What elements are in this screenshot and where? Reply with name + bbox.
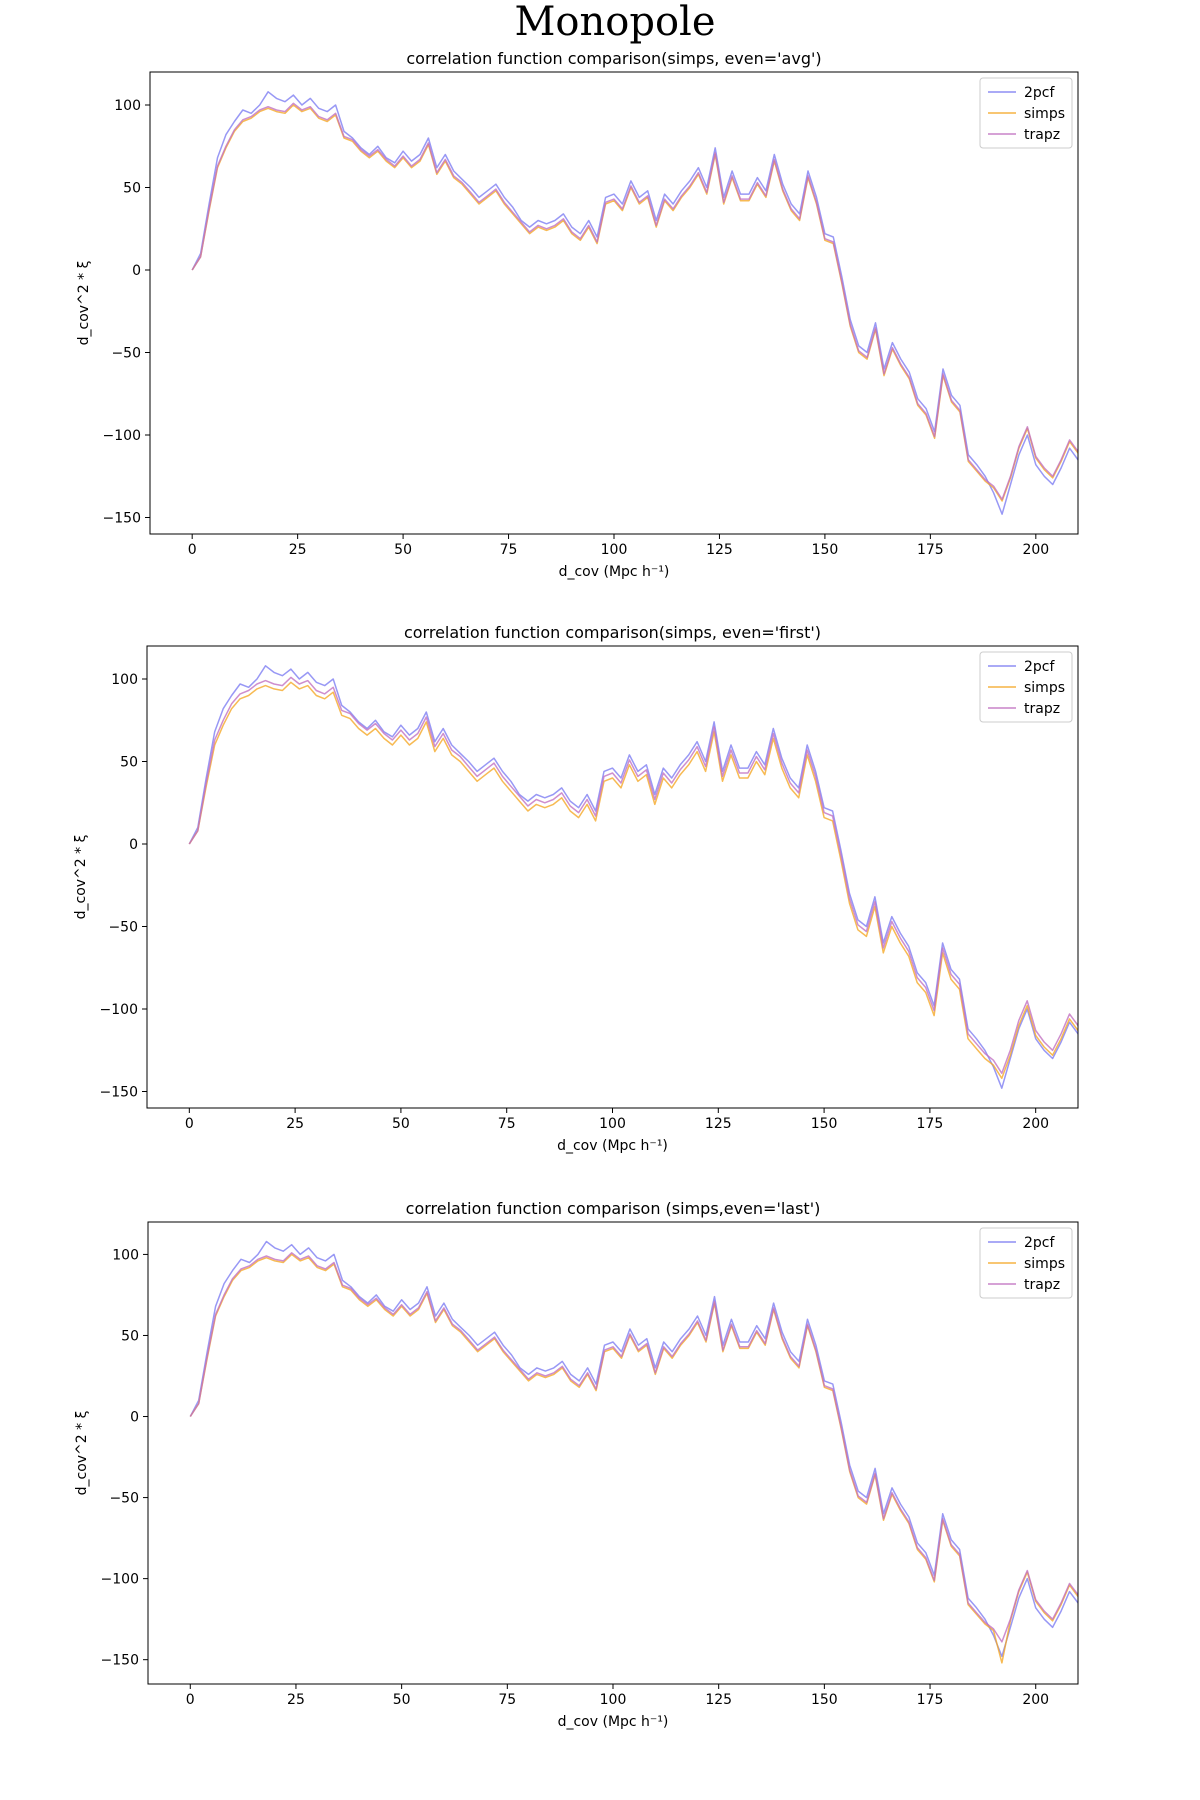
- x-tick-label: 175: [917, 542, 944, 558]
- series-line-2pcf: [188, 665, 1078, 1089]
- legend-label-simps: simps: [1024, 680, 1065, 696]
- x-tick-label: 25: [286, 1116, 304, 1132]
- chart-title: correlation function comparison(simps, e…: [406, 49, 821, 68]
- figure-title: Monopole: [514, 0, 715, 45]
- y-tick-label: 50: [123, 181, 141, 197]
- legend: 2pcf simps trapz: [979, 77, 1073, 149]
- legend-label-2pcf: 2pcf: [1024, 85, 1055, 101]
- x-tick-label: 125: [706, 542, 733, 558]
- x-tick-label: 50: [394, 542, 412, 558]
- y-tick-label: 0: [130, 1410, 139, 1426]
- x-tick-label: 25: [287, 1692, 305, 1708]
- series-line-2pcf: [191, 91, 1078, 515]
- chart-panel-3: correlation function comparison (simps,e…: [74, 1199, 1079, 1730]
- legend-label-2pcf: 2pcf: [1024, 1235, 1055, 1251]
- y-tick-label: 0: [132, 263, 141, 279]
- x-tick-label: 75: [498, 1116, 516, 1132]
- legend-box: [979, 77, 1073, 149]
- x-tick-label: 50: [393, 1692, 411, 1708]
- y-tick-label: 0: [129, 837, 138, 853]
- y-tick-label: 50: [120, 755, 138, 771]
- x-tick-label: 200: [1022, 542, 1049, 558]
- x-tick-label: 25: [289, 542, 307, 558]
- y-tick-label: −50: [109, 1491, 139, 1507]
- y-axis-label: d_cov^2 * ξ: [73, 835, 89, 920]
- x-tick-label: 100: [601, 542, 628, 558]
- series-group: [191, 91, 1078, 515]
- y-tick-label: 50: [121, 1328, 139, 1344]
- x-tick-label: 125: [705, 1692, 732, 1708]
- x-tick-label: 0: [185, 1116, 194, 1132]
- x-tick-label: 150: [812, 542, 839, 558]
- y-axis-label: d_cov^2 * ξ: [74, 1411, 90, 1496]
- y-tick-label: −100: [101, 1572, 139, 1588]
- x-tick-label: 100: [599, 1116, 626, 1132]
- series-line-simps: [188, 681, 1078, 1080]
- legend-box: [979, 1227, 1073, 1299]
- x-tick-label: 150: [811, 1692, 838, 1708]
- x-tick-label: 50: [392, 1116, 410, 1132]
- series-group: [189, 1240, 1078, 1664]
- y-tick-label: −150: [103, 511, 141, 527]
- legend: 2pcf simps trapz: [979, 651, 1073, 723]
- y-tick-label: 100: [112, 1247, 139, 1263]
- x-tick-label: 75: [500, 542, 518, 558]
- x-tick-label: 100: [600, 1692, 627, 1708]
- y-tick-label: −150: [101, 1653, 139, 1669]
- chart-title: correlation function comparison (simps,e…: [406, 1199, 821, 1218]
- x-tick-label: 0: [188, 542, 197, 558]
- series-group: [188, 665, 1078, 1089]
- x-tick-label: 200: [1022, 1116, 1049, 1132]
- x-tick-label: 175: [917, 1692, 944, 1708]
- x-axis-label: d_cov (Mpc h⁻¹): [558, 1714, 669, 1730]
- legend-label-simps: simps: [1024, 106, 1065, 122]
- panels: correlation function comparison(simps, e…: [73, 49, 1079, 1730]
- legend-label-trapz: trapz: [1024, 127, 1060, 143]
- y-tick-label: −50: [108, 920, 138, 936]
- x-tick-label: 0: [186, 1692, 195, 1708]
- chart-title: correlation function comparison(simps, e…: [404, 623, 821, 642]
- x-tick-label: 200: [1022, 1692, 1049, 1708]
- y-tick-label: −150: [100, 1085, 138, 1101]
- legend-label-trapz: trapz: [1024, 701, 1060, 717]
- chart-panel-1: correlation function comparison(simps, e…: [76, 49, 1079, 580]
- x-axis-label: d_cov (Mpc h⁻¹): [557, 1138, 668, 1154]
- y-tick-label: 100: [114, 98, 141, 114]
- x-tick-label: 175: [917, 1116, 944, 1132]
- x-tick-label: 125: [705, 1116, 732, 1132]
- y-axis-label: d_cov^2 * ξ: [76, 261, 92, 346]
- x-axis-label: d_cov (Mpc h⁻¹): [559, 564, 670, 580]
- legend-box: [979, 651, 1073, 723]
- chart-panel-2: correlation function comparison(simps, e…: [73, 623, 1079, 1154]
- x-tick-label: 150: [811, 1116, 838, 1132]
- series-line-trapz: [188, 676, 1078, 1075]
- legend: 2pcf simps trapz: [979, 1227, 1073, 1299]
- series-line-trapz: [191, 102, 1078, 501]
- x-tick-label: 75: [498, 1692, 516, 1708]
- legend-label-simps: simps: [1024, 1256, 1065, 1272]
- legend-label-2pcf: 2pcf: [1024, 659, 1055, 675]
- y-tick-label: −50: [111, 346, 141, 362]
- legend-label-trapz: trapz: [1024, 1277, 1060, 1293]
- y-tick-label: −100: [103, 428, 141, 444]
- series-line-simps: [189, 1253, 1078, 1664]
- y-tick-label: 100: [111, 672, 138, 688]
- series-line-trapz: [189, 1252, 1078, 1643]
- y-tick-label: −100: [100, 1002, 138, 1018]
